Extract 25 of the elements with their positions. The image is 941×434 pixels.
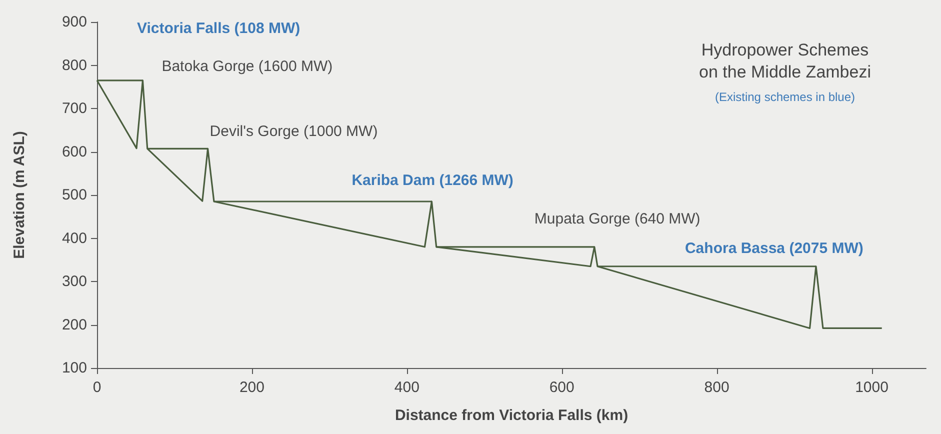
annotation: Mupata Gorge (640 MW) xyxy=(534,210,700,228)
y-tick-label: 600 xyxy=(62,143,87,160)
y-tick-label: 400 xyxy=(62,230,87,247)
text: Hydropower Schemes on the Middle Zambezi xyxy=(699,40,871,82)
annotation: Victoria Falls (108 MW) xyxy=(137,20,300,37)
x-tick-label: 400 xyxy=(394,379,420,396)
x-tick-label: 800 xyxy=(704,379,730,396)
annotation: Cahora Bassa (2075 MW) xyxy=(684,240,864,257)
y-axis-title: Elevation (m ASL) xyxy=(11,131,28,259)
y-tick-label: 200 xyxy=(62,316,87,334)
x-axis-title: Distance from Victoria Falls (km) xyxy=(394,407,628,424)
x-tick-label: 200 xyxy=(239,379,264,396)
text: (Existing schemes in blue) xyxy=(714,90,856,104)
y-tick-label: 700 xyxy=(62,100,87,117)
y-tick-label: 900 xyxy=(62,14,87,30)
x-tick-label: 1000 xyxy=(855,379,888,396)
x-tick-label: 600 xyxy=(549,379,574,396)
y-tick-label: 300 xyxy=(62,273,87,290)
annotation: Kariba Dam (1266 MW) xyxy=(352,172,514,189)
y-tick-label: 100 xyxy=(62,360,87,376)
annotation: Batoka Gorge (1600 MW) xyxy=(162,58,333,75)
x-tick-label: 0 xyxy=(92,379,102,396)
y-tick-label: 800 xyxy=(62,56,87,74)
y-tick-label: 500 xyxy=(62,186,87,204)
annotation: Devil's Gorge (1000 MW) xyxy=(210,123,378,140)
